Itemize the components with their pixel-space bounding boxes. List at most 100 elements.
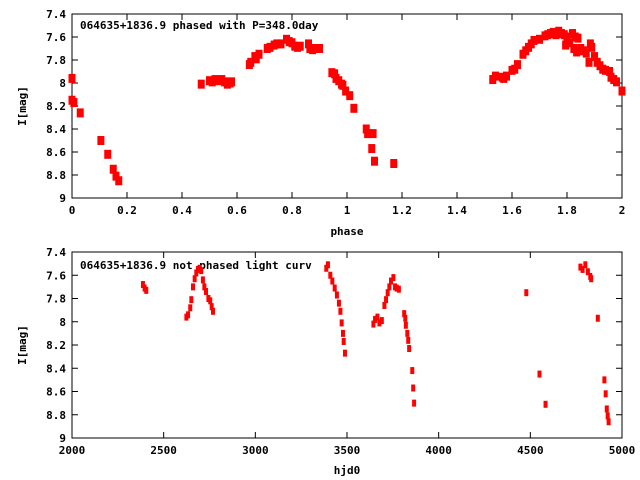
unphased-data-point xyxy=(332,284,337,292)
unphased-data-point xyxy=(585,268,590,276)
phased-data-point xyxy=(68,73,76,83)
unphased-data-point xyxy=(602,376,607,384)
phased-data-point xyxy=(563,32,571,42)
phased-xtick-label: 1.6 xyxy=(502,204,522,217)
unphased-plot-xlabel: hjd0 xyxy=(334,464,361,477)
phased-data-point xyxy=(255,49,263,59)
phased-xtick-label: 0 xyxy=(69,204,76,217)
unphased-data-point xyxy=(188,304,193,312)
unphased-plot: 064635+1836.9 not phased light curv hjd0… xyxy=(16,246,635,477)
phased-data-point xyxy=(342,86,350,96)
unphased-data-point xyxy=(144,286,149,294)
unphased-data-point xyxy=(396,285,401,293)
unphased-data-point xyxy=(202,283,207,291)
unphased-data-point xyxy=(191,283,195,291)
unphased-data-point xyxy=(209,303,214,311)
phased-data-point xyxy=(514,60,521,70)
phased-plot-title: 064635+1836.9 phased with P=348.0day xyxy=(80,19,319,32)
phased-data-point xyxy=(591,52,598,62)
phased-data-point xyxy=(582,48,590,58)
phased-xtick-label: 0.6 xyxy=(227,204,247,217)
unphased-xtick-label: 5000 xyxy=(609,444,636,457)
phased-data-point xyxy=(296,41,304,51)
unphased-xtick-label: 3500 xyxy=(334,444,361,457)
phased-xtick-label: 0.2 xyxy=(117,204,137,217)
phased-ytick-label: 8 xyxy=(59,77,66,90)
unphased-data-point xyxy=(580,265,585,273)
unphased-data-point xyxy=(543,400,548,408)
unphased-data-point xyxy=(330,277,335,285)
phased-plot-xlabel: phase xyxy=(330,225,363,238)
phased-data-point xyxy=(316,44,323,53)
phased-ytick-label: 8.2 xyxy=(46,100,66,113)
unphased-data-point xyxy=(208,297,213,305)
phased-data-point xyxy=(390,159,398,168)
unphased-data-point xyxy=(373,315,378,323)
phased-data-point xyxy=(562,40,570,50)
unphased-data-point xyxy=(338,307,343,315)
unphased-data-point xyxy=(371,320,376,328)
unphased-xtick-label: 4000 xyxy=(425,444,452,457)
unphased-data-point xyxy=(186,311,191,319)
phased-data-point xyxy=(618,86,626,96)
unphased-data-point xyxy=(336,299,341,307)
unphased-data-point xyxy=(604,405,609,413)
phased-xtick-label: 0.4 xyxy=(172,204,192,217)
phased-ytick-label: 7.4 xyxy=(46,8,66,21)
phased-ytick-label: 9 xyxy=(59,192,66,205)
phased-ytick-label: 8.4 xyxy=(46,123,66,136)
phased-xtick-label: 0.8 xyxy=(282,204,302,217)
phased-data-point xyxy=(331,69,339,79)
phased-data-point xyxy=(346,91,354,101)
unphased-data-point xyxy=(192,275,197,283)
phased-data-point xyxy=(492,71,499,81)
unphased-data-point xyxy=(189,296,194,304)
phased-data-point xyxy=(588,42,596,52)
phased-data-point xyxy=(585,57,593,67)
phased-data-point xyxy=(266,42,274,52)
unphased-ytick-label: 8.6 xyxy=(46,386,66,399)
unphased-data-point xyxy=(342,349,347,357)
unphased-ytick-label: 8.4 xyxy=(46,362,66,375)
unphased-ytick-label: 7.6 xyxy=(46,269,66,282)
unphased-data-point xyxy=(402,310,407,318)
unphased-data-point xyxy=(379,317,384,325)
phased-data-point xyxy=(566,38,574,48)
unphased-xtick-label: 2500 xyxy=(150,444,177,457)
unphased-xtick-label: 4500 xyxy=(517,444,544,457)
unphased-data-point xyxy=(387,283,392,291)
phased-data-point xyxy=(115,176,123,186)
unphased-data-point xyxy=(605,412,610,420)
phased-data-point xyxy=(371,156,378,166)
unphased-data-point xyxy=(407,344,412,352)
phased-xtick-label: 1 xyxy=(344,204,351,217)
phased-data-point xyxy=(368,144,376,154)
unphased-data-point xyxy=(406,336,411,344)
unphased-ytick-label: 7.8 xyxy=(46,293,66,306)
unphased-plot-ylabel: I[mag] xyxy=(16,325,29,365)
phased-data-point xyxy=(305,39,312,49)
unphased-data-point xyxy=(339,319,344,327)
unphased-data-point xyxy=(199,267,204,275)
unphased-xtick-label: 2000 xyxy=(59,444,86,457)
phased-data-point xyxy=(104,149,112,159)
phased-data-point xyxy=(273,39,281,49)
phased-data-point xyxy=(364,129,372,139)
phased-xtick-label: 1.8 xyxy=(557,204,577,217)
phased-data-point xyxy=(530,35,538,45)
phased-data-point xyxy=(511,64,519,74)
phased-data-point xyxy=(536,34,543,44)
unphased-data-point xyxy=(325,261,330,269)
phased-data-point xyxy=(252,54,260,64)
phased-data-point xyxy=(97,136,105,145)
unphased-plot-title: 064635+1836.9 not phased light curv xyxy=(80,259,312,272)
phased-data-point xyxy=(606,67,614,76)
unphased-data-point xyxy=(411,384,416,392)
unphased-ytick-label: 8.2 xyxy=(46,339,66,352)
phased-data-point xyxy=(362,124,370,134)
unphased-data-point xyxy=(375,313,380,321)
unphased-data-point xyxy=(578,263,583,271)
phased-data-point xyxy=(369,129,377,139)
unphased-data-point xyxy=(210,307,215,315)
